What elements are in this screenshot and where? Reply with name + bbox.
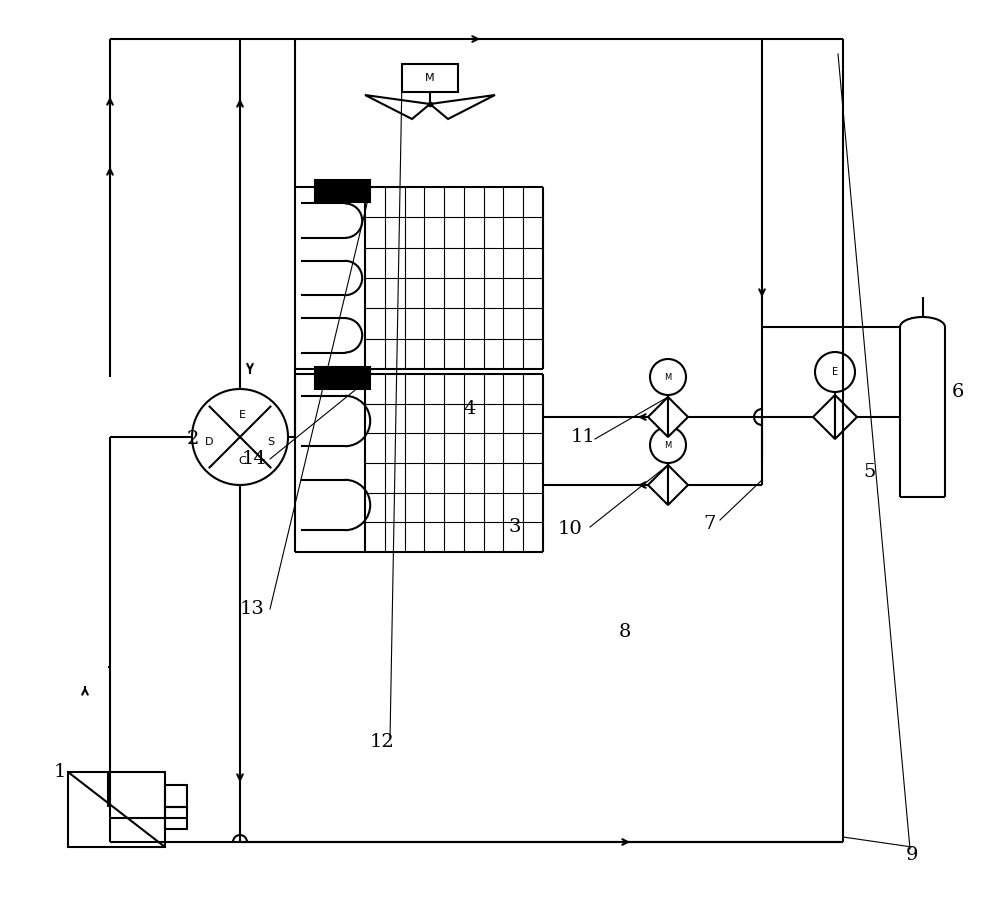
Text: D: D (205, 437, 213, 447)
Text: 5: 5 (864, 463, 876, 481)
Polygon shape (365, 95, 430, 119)
Polygon shape (668, 397, 688, 437)
Text: 11: 11 (571, 428, 595, 446)
Bar (165, 785, 187, 807)
Text: E: E (832, 367, 838, 377)
Text: M: M (664, 372, 672, 381)
Text: M: M (664, 440, 672, 449)
Text: 14: 14 (242, 450, 266, 468)
Bar (315, 180, 370, 202)
Text: 9: 9 (906, 846, 918, 864)
Text: 3: 3 (509, 518, 521, 536)
Text: M: M (425, 73, 435, 83)
Text: 7: 7 (704, 515, 716, 533)
Text: C: C (238, 456, 246, 466)
Text: 1: 1 (54, 763, 66, 781)
Text: 10: 10 (558, 520, 582, 538)
Text: E: E (239, 411, 246, 420)
Polygon shape (430, 95, 495, 119)
Bar (315, 367, 370, 389)
Text: S: S (268, 437, 275, 447)
Text: 8: 8 (619, 623, 631, 641)
Text: 4: 4 (464, 400, 476, 418)
Polygon shape (668, 465, 688, 505)
Bar (402, 64, 458, 92)
Polygon shape (835, 395, 857, 439)
Text: 13: 13 (240, 600, 264, 618)
Polygon shape (648, 465, 668, 505)
Polygon shape (648, 397, 668, 437)
Bar (68, 772, 165, 847)
Polygon shape (813, 395, 835, 439)
Bar (165, 807, 187, 829)
Text: 2: 2 (187, 430, 199, 448)
Text: 6: 6 (952, 383, 964, 401)
Text: 12: 12 (370, 733, 394, 751)
